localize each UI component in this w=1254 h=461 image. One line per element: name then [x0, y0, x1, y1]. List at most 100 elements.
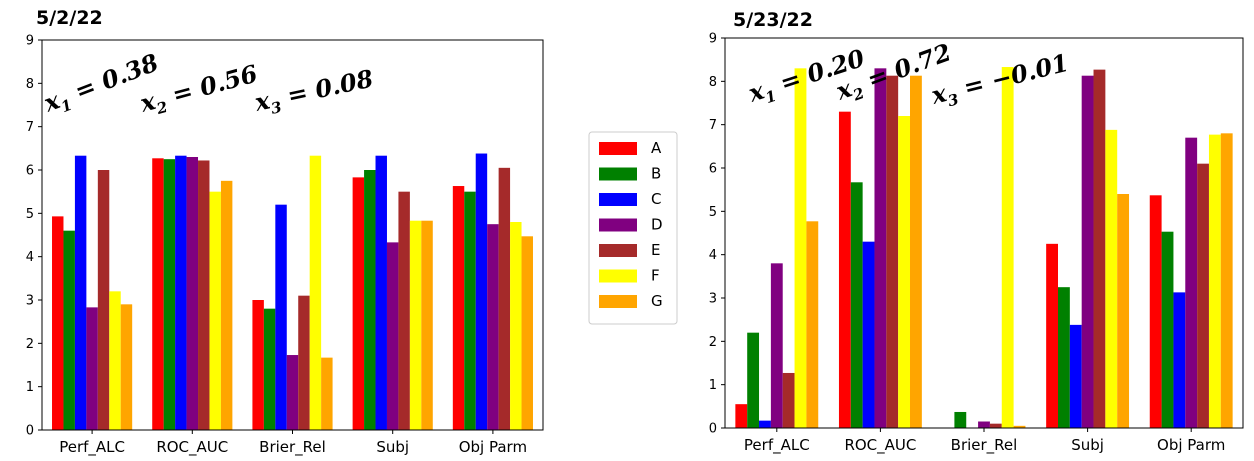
y-tick-label: 7 — [709, 118, 717, 133]
bar-F-roc_auc — [898, 116, 910, 428]
bar-B-obj-parm — [464, 191, 476, 430]
bar-E-subj — [398, 191, 410, 430]
legend-swatch-G — [599, 295, 637, 308]
bar-E-obj-parm — [1197, 163, 1209, 429]
chart-left: 5/2/22 0 1 2 3 4 5 6 7 8 9 Perf_ALC ROC_AUC Brier_Rel… — [26, 7, 544, 457]
chart-title: 5/2/22 — [36, 7, 103, 29]
bar-G-roc_auc — [220, 180, 233, 430]
bar-A-obj-parm — [452, 186, 465, 430]
bar-A-perf_alc — [52, 216, 64, 430]
y-tick-label: 4 — [709, 248, 717, 263]
bar-C-roc_auc — [862, 241, 875, 428]
bar-F-roc_auc — [209, 191, 221, 430]
legend-label-B: B — [651, 165, 661, 183]
legend-swatch-E — [599, 244, 637, 257]
bar-C-subj — [375, 155, 387, 430]
x-tick-label: Obj Parm — [459, 438, 527, 456]
bar-A-subj — [1046, 243, 1058, 428]
legend-label-G: G — [651, 292, 663, 310]
bar-E-obj-parm — [498, 167, 511, 430]
bar-A-subj — [352, 177, 365, 430]
bar-E-roc_auc — [886, 75, 899, 428]
bar-C-obj-parm — [475, 153, 488, 430]
bar-C-perf_alc — [759, 420, 771, 428]
x-tick-label: Brier_Rel — [951, 436, 1018, 455]
y-tick-label: 9 — [26, 34, 34, 49]
bar-F-perf_alc — [794, 68, 807, 428]
bar-B-brier_rel — [954, 411, 967, 428]
bar-A-brier_rel — [252, 300, 264, 430]
bar-G-obj-parm — [521, 236, 533, 430]
bar-D-obj-parm — [487, 224, 499, 430]
bar-C-perf_alc — [74, 155, 87, 430]
bar-D-brier_rel — [978, 421, 990, 428]
bar-G-brier_rel — [1013, 425, 1026, 428]
x-tick-label: Subj — [1071, 436, 1104, 454]
chart-right: 5/23/22 0 1 2 3 4 5 6 7 8 9 Perf_ALC ROC_AUC Brier_Re… — [709, 9, 1244, 455]
bar-F-perf_alc — [109, 291, 121, 430]
y-tick-label: 1 — [709, 378, 717, 393]
y-tick-label: 6 — [26, 164, 34, 179]
bar-G-perf_alc — [806, 221, 819, 428]
bar-G-roc_auc — [910, 75, 922, 428]
y-tick-label: 5 — [709, 205, 717, 220]
y-tick-label: 0 — [26, 424, 34, 439]
bar-B-perf_alc — [63, 230, 75, 430]
legend-swatch-F — [599, 269, 637, 283]
y-tick-label: 3 — [709, 292, 717, 307]
bar-D-roc_auc — [874, 68, 887, 428]
annotation-x3: x3 = 0.08 — [251, 63, 377, 121]
bar-B-perf_alc — [747, 332, 760, 428]
bar-E-subj — [1093, 69, 1106, 428]
bar-C-brier_rel — [275, 204, 287, 430]
y-tick-label: 2 — [26, 337, 34, 352]
y-tick-label: 4 — [26, 250, 34, 265]
chart-title: 5/23/22 — [733, 9, 813, 31]
bar-F-subj — [409, 220, 422, 430]
bar-G-brier_rel — [321, 357, 333, 430]
legend-swatch-B — [599, 167, 637, 181]
bar-B-obj-parm — [1161, 231, 1174, 428]
bar-F-brier_rel — [309, 155, 322, 430]
bar-F-brier_rel — [1001, 67, 1014, 428]
legend-swatch-D — [599, 218, 637, 232]
y-tick-label: 2 — [709, 335, 717, 350]
bar-E-roc_auc — [198, 160, 210, 430]
bar-D-perf_alc — [86, 307, 98, 430]
y-tick-label: 6 — [709, 162, 717, 177]
bar-F-obj-parm — [1208, 134, 1221, 428]
bar-D-brier_rel — [286, 355, 299, 430]
bar-D-roc_auc — [186, 157, 199, 430]
y-tick-label: 9 — [709, 32, 717, 47]
legend-label-F: F — [651, 267, 660, 285]
bar-G-subj — [1117, 194, 1130, 428]
x-tick-label: Brier_Rel — [259, 438, 326, 457]
bar-B-subj — [1058, 287, 1070, 428]
bar-D-obj-parm — [1185, 137, 1198, 429]
bar-C-subj — [1069, 324, 1082, 428]
x-tick-label: ROC_AUC — [844, 436, 916, 455]
bar-E-brier_rel — [298, 295, 310, 430]
x-tick-label: Perf_ALC — [744, 436, 810, 455]
bar-E-brier_rel — [989, 423, 1002, 428]
bar-F-subj — [1105, 129, 1118, 428]
bar-B-subj — [364, 170, 376, 430]
legend-label-D: D — [651, 216, 663, 234]
legend-label-C: C — [651, 190, 661, 208]
x-tick-label: Obj Parm — [1157, 436, 1225, 454]
bar-D-subj — [386, 242, 399, 430]
bar-A-roc_auc — [838, 111, 851, 429]
legend-label-A: A — [651, 139, 662, 157]
bar-G-subj — [421, 220, 433, 430]
bar-A-roc_auc — [152, 158, 164, 431]
y-tick-label: 8 — [709, 75, 717, 90]
y-tick-label: 8 — [26, 77, 34, 92]
legend-swatch-A — [599, 142, 637, 155]
bar-D-subj — [1081, 75, 1094, 428]
x-tick-label: Perf_ALC — [59, 438, 125, 457]
y-tick-label: 1 — [26, 380, 34, 395]
bar-C-obj-parm — [1173, 292, 1186, 428]
bar-F-obj-parm — [510, 222, 522, 430]
